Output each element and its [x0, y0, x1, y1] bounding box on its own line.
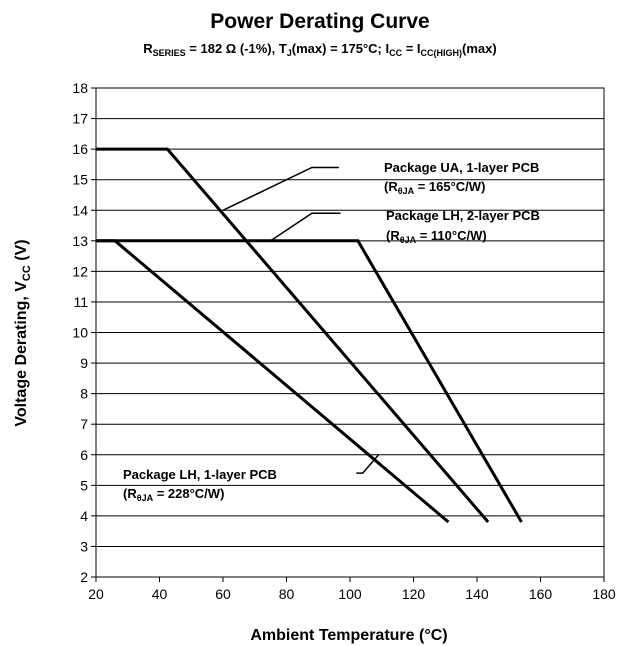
x-tick-label: 120 — [402, 586, 426, 602]
x-tick-label: 80 — [279, 586, 295, 602]
annotation-ua-1layer-line1: Package UA, 1-layer PCB — [384, 160, 539, 175]
series-line-lh-1layer — [96, 239, 450, 524]
annotation-lh-2layer-line2: (RθJA = 110°C/W) — [386, 228, 487, 245]
y-axis-label: Voltage Derating, VCC (V) — [13, 239, 33, 426]
x-tick-label: 20 — [88, 586, 104, 602]
series-line-ua-1layer — [96, 147, 490, 523]
annotation-lh-1layer-line2: (RθJA = 228°C/W) — [123, 486, 224, 503]
y-tick-label: 17 — [72, 111, 88, 127]
leader-lh-1layer — [356, 454, 380, 474]
chart-title: Power Derating Curve — [210, 10, 429, 33]
y-tick-label: 2 — [80, 569, 88, 585]
y-axis-ticks: 2 3 4 5 6 7 8 9 10 11 12 13 14 15 16 17 18 — [72, 80, 96, 585]
y-tick-label: 7 — [80, 416, 88, 432]
x-axis-ticks: 20 40 60 80 100 120 140 160 180 — [88, 577, 616, 602]
series-group — [96, 147, 523, 524]
x-tick-label: 40 — [152, 586, 168, 602]
series-line-lh-2layer — [96, 239, 523, 523]
y-tick-label: 8 — [80, 386, 88, 402]
y-tick-label: 12 — [72, 263, 88, 279]
y-tick-label: 6 — [80, 447, 88, 463]
y-tick-label: 3 — [80, 538, 88, 554]
x-tick-label: 100 — [338, 586, 362, 602]
y-tick-label: 18 — [72, 80, 88, 96]
x-tick-label: 60 — [215, 586, 231, 602]
chart-subtitle: RSERIES = 182 Ω (-1%), TJ(max) = 175°C; … — [143, 41, 496, 58]
x-tick-label: 160 — [529, 586, 553, 602]
y-tick-label: 13 — [72, 233, 88, 249]
leader-ua-1layer — [222, 166, 339, 211]
y-tick-label: 4 — [80, 508, 88, 524]
x-tick-label: 140 — [465, 586, 489, 602]
y-tick-label: 14 — [72, 202, 88, 218]
x-axis-label: Ambient Temperature (°C) — [250, 627, 447, 644]
annotation-lh-2layer-line1: Package LH, 2-layer PCB — [386, 208, 540, 223]
y-tick-label: 9 — [80, 355, 88, 371]
y-tick-label: 11 — [73, 294, 88, 310]
leader-lh-2layer — [270, 212, 341, 242]
annotation-leaders — [222, 166, 380, 474]
y-tick-label: 5 — [80, 477, 88, 493]
y-tick-label: 16 — [72, 141, 88, 157]
y-tick-label: 15 — [72, 172, 88, 188]
y-tick-label: 10 — [72, 325, 88, 341]
annotation-lh-1layer-line1: Package LH, 1-layer PCB — [123, 467, 277, 482]
x-tick-label: 180 — [592, 586, 616, 602]
annotation-ua-1layer-line2: (RθJA = 165°C/W) — [384, 179, 485, 196]
